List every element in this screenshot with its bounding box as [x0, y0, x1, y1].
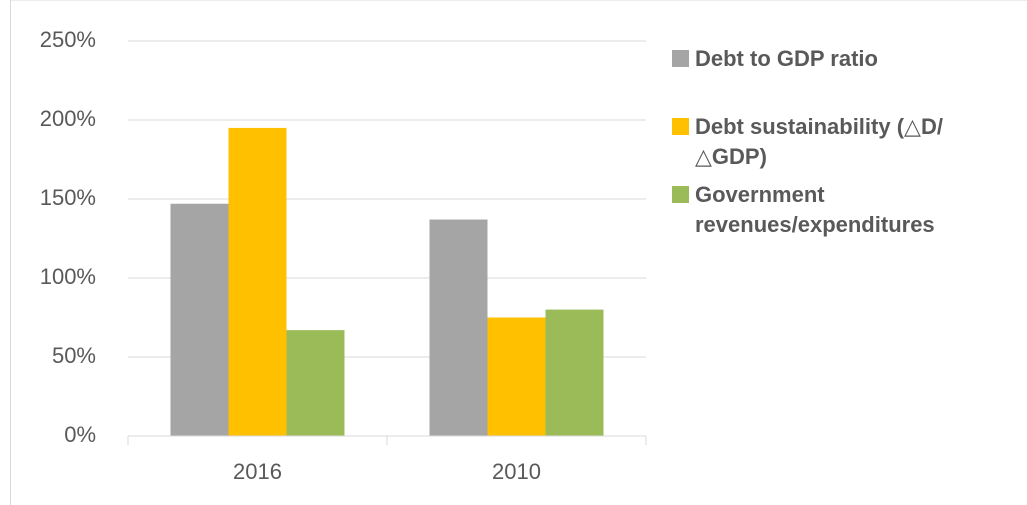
y-tick-label: 50%: [52, 343, 96, 368]
legend-item: Debt to GDP ratio: [672, 44, 1012, 74]
bar: [286, 330, 345, 436]
legend-swatch: [672, 50, 689, 67]
legend-label: Debt to GDP ratio: [695, 46, 878, 71]
x-tick-label: 2010: [492, 459, 541, 484]
chart-frame: [10, 0, 1027, 505]
bar: [170, 203, 229, 436]
legend-item: Debt sustainability (△D/△GDP): [672, 112, 1012, 172]
bar: [429, 219, 488, 436]
y-tick-label: 0%: [64, 422, 96, 447]
bar: [545, 309, 604, 436]
y-tick-label: 100%: [40, 264, 96, 289]
y-tick-label: 150%: [40, 185, 96, 210]
x-tick-label: 2016: [233, 459, 282, 484]
y-tick-label: 200%: [40, 106, 96, 131]
bar: [487, 317, 546, 436]
legend-swatch: [672, 118, 689, 135]
legend-label: Debt sustainability (△D/△GDP): [695, 114, 943, 169]
legend-item: Government revenues/expenditures: [672, 180, 1012, 240]
bar: [228, 127, 287, 437]
legend-swatch: [672, 186, 689, 203]
legend-label: Government revenues/expenditures: [695, 182, 935, 237]
y-tick-label: 250%: [40, 27, 96, 52]
